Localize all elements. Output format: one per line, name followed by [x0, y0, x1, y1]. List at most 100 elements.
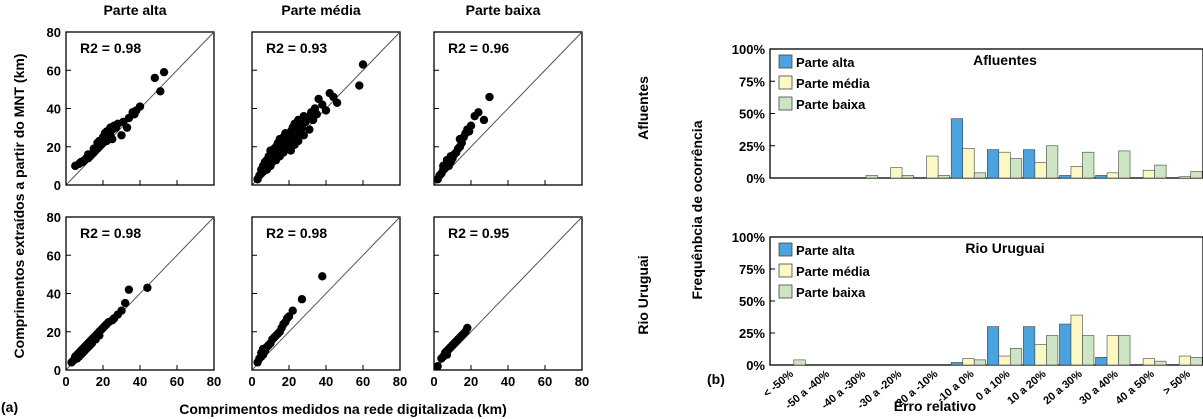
bar-parte-m-dia — [926, 155, 939, 179]
data-point — [299, 131, 308, 140]
bar-panel-afluentes: 0% 25% 50% 75% 100% Afluentes Parte alta Parte … — [732, 42, 1203, 186]
legend-swatch — [778, 75, 793, 90]
data-point — [108, 134, 117, 144]
data-point — [332, 98, 342, 107]
bar-parte-baixa — [1009, 158, 1023, 179]
bar-panel-rio-uruguai: 0% 25% 50% 75% 100% Rio Uruguai Parte alta Part… — [732, 230, 1203, 412]
bar-parte-baixa — [1046, 145, 1059, 179]
col-title-parte-baixa: Parte baixa — [466, 2, 541, 18]
y-tick-label: 20 — [47, 140, 61, 155]
bar-charts: 0% 25% 50% 75% 100% Afluentes Parte alta Parte … — [732, 42, 1203, 412]
bar-parte-baixa — [1190, 357, 1203, 366]
y-tick-label: 25% — [739, 326, 765, 341]
scatter-panel-rio-uruguai-parte-m-dia: 0 20 40 60 80 R2 = 0.98 — [248, 216, 407, 389]
data-point — [121, 298, 130, 308]
data-point — [124, 285, 134, 294]
scatter-panel-afluentes-parte-baixa: R2 = 0.96 — [433, 31, 583, 186]
y-tick-label: 25% — [739, 139, 765, 154]
bar-y-axis-label: Frequênbcia de ocorrência — [689, 120, 705, 299]
bar-parte-baixa — [973, 172, 987, 179]
bar-parte-m-dia — [1178, 355, 1192, 366]
col-title-parte-media: Parte média — [281, 2, 361, 18]
bar-parte-alta — [1095, 175, 1108, 179]
bar-parte-m-dia — [1070, 314, 1083, 366]
data-point — [463, 323, 472, 333]
bar-parte-m-dia — [962, 358, 975, 366]
figure-label-b: (b) — [707, 371, 725, 387]
data-point — [305, 125, 314, 134]
legend-label: Parte baixa — [796, 285, 866, 300]
bar-parte-m-dia — [1178, 176, 1192, 179]
y-tick-label: 60 — [47, 248, 61, 263]
x-tick-label: 0 — [430, 374, 437, 389]
y-tick-label: 75% — [739, 74, 765, 89]
bar-parte-baixa — [973, 359, 987, 366]
data-point — [466, 121, 476, 130]
y-tick-label: 0% — [746, 171, 765, 186]
data-point — [117, 306, 126, 315]
data-point — [117, 131, 126, 140]
y-tick-label: 100% — [732, 230, 766, 245]
x-tick-label: 20 — [96, 374, 110, 389]
plot-frame — [769, 48, 1203, 179]
bar-parte-alta — [1095, 357, 1108, 366]
bar-parte-baixa — [1046, 335, 1059, 366]
data-point — [474, 108, 483, 117]
legend-swatch — [778, 54, 793, 69]
data-point — [156, 87, 165, 96]
y-tick-label: 80 — [47, 210, 61, 225]
bar-parte-m-dia — [1070, 166, 1083, 179]
r2-annotation: R2 = 0.93 — [266, 40, 327, 56]
bar-parte-m-dia — [1142, 169, 1155, 179]
y-tick-label: 75% — [739, 262, 765, 277]
scatter-x-axis-label: Comprimentos medidos na rede digitalizad… — [179, 401, 507, 417]
y-tick-label: 0 — [54, 363, 61, 378]
legend-label: Parte baixa — [796, 97, 866, 112]
bar-parte-baixa — [793, 359, 806, 366]
bar-parte-alta — [950, 118, 964, 179]
data-point — [355, 81, 364, 90]
data-point — [485, 92, 494, 102]
col-title-parte-alta: Parte alta — [103, 2, 166, 18]
y-tick-label: 80 — [47, 25, 61, 40]
data-point — [312, 110, 321, 119]
legend-swatch — [778, 242, 793, 257]
r2-annotation: R2 = 0.95 — [448, 225, 509, 241]
bar-x-axis-label: Erro relativo — [894, 398, 976, 414]
data-point — [318, 272, 327, 281]
bar-parte-alta — [1059, 323, 1072, 366]
scatter-panel-rio-uruguai-parte-baixa: 0 20 40 60 80 R2 = 0.95 — [430, 216, 589, 389]
bar-parte-m-dia — [998, 355, 1011, 366]
y-tick-label: 40 — [47, 102, 61, 117]
bar-parte-baixa — [865, 175, 878, 179]
figure-label-a: (a) — [1, 399, 18, 415]
data-point — [294, 136, 303, 146]
bar-parte-baixa — [1190, 171, 1203, 179]
legend-label: Parte média — [796, 76, 870, 91]
data-point — [150, 73, 159, 83]
y-tick-label: 50% — [739, 107, 765, 122]
bar-parte-baixa — [1154, 164, 1167, 179]
y-tick-label: 40 — [47, 287, 61, 302]
data-point — [135, 102, 145, 111]
data-point — [122, 123, 132, 132]
identity-line — [433, 31, 583, 186]
scatter-y-axis-label: Comprimentos extraídos a partir do MNT (… — [11, 54, 27, 359]
category-label: 10 a 20% — [1005, 368, 1048, 407]
r2-annotation: R2 = 0.98 — [80, 40, 141, 56]
data-point — [143, 283, 152, 292]
y-tick-label: 0% — [746, 358, 765, 373]
bar-panel-title: Rio Uruguai — [965, 240, 1044, 256]
row-label-afluentes: Afluentes — [635, 76, 651, 140]
x-tick-label: 80 — [575, 374, 589, 389]
x-tick-label: 60 — [356, 374, 370, 389]
x-tick-label: 80 — [393, 374, 407, 389]
y-tick-label: 50% — [739, 294, 765, 309]
data-point — [479, 115, 489, 125]
r2-annotation: R2 = 0.98 — [80, 225, 141, 241]
legend-swatch — [778, 96, 793, 111]
legend-swatch — [778, 263, 793, 278]
bar-parte-m-dia — [1142, 358, 1155, 366]
scatter-panel-afluentes-parte-alta: 0 20 40 60 80 R2 = 0.98 — [47, 25, 215, 193]
